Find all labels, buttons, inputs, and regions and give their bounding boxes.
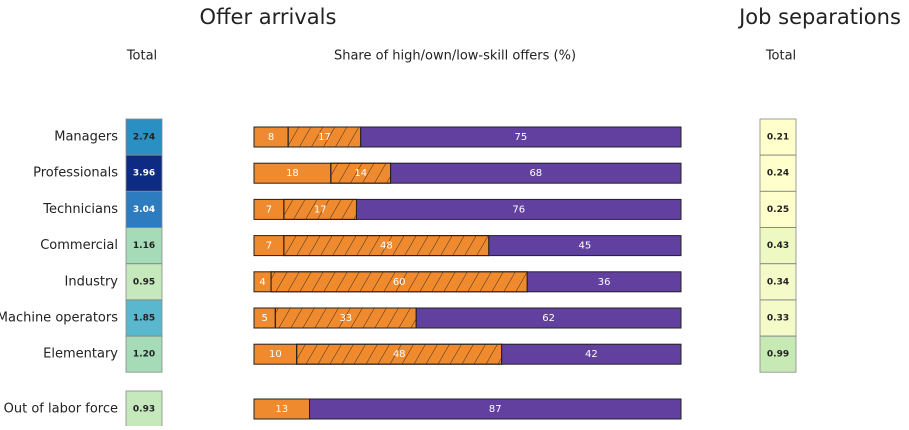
category-label: Elementary (43, 347, 118, 362)
bar-label: 87 (489, 404, 502, 415)
bar-label: 14 (354, 168, 367, 179)
cell-label: 0.25 (767, 205, 789, 215)
bar-label: 4 (259, 277, 265, 288)
bar-label: 17 (318, 132, 331, 143)
bar-label: 7 (266, 241, 272, 252)
heat-cell (125, 118, 163, 156)
heat-cell (125, 335, 163, 373)
cell-label: 0.99 (767, 350, 789, 360)
cell-label: 0.93 (133, 405, 155, 415)
bar-segment (309, 398, 682, 420)
bar-label: 45 (579, 241, 592, 252)
bar-segment (390, 162, 682, 184)
category-label: Commercial (40, 238, 118, 253)
bar-segment (360, 126, 682, 148)
bar-label: 36 (598, 277, 611, 288)
bar-label: 13 (275, 404, 288, 415)
bar-label: 10 (269, 349, 282, 360)
cell-label: 3.04 (133, 205, 155, 215)
heat-cell (759, 154, 797, 192)
heat-cell (125, 390, 163, 428)
bar-label: 5 (261, 313, 267, 324)
bar-segment (501, 343, 682, 365)
section-title: Offer arrivals (200, 5, 337, 29)
heat-cell (759, 299, 797, 337)
category-label: Professionals (33, 166, 118, 181)
bar-label: 17 (314, 204, 327, 215)
heat-cell (125, 299, 163, 337)
bar-label: 60 (393, 277, 406, 288)
bar-segment (526, 271, 682, 293)
heat-cell (125, 154, 163, 192)
category-label: Technicians (42, 202, 118, 217)
cell-label: 1.20 (133, 350, 155, 360)
bar-segment (415, 307, 682, 329)
bar-label: 33 (339, 313, 352, 324)
bar-label: 7 (266, 204, 272, 215)
category-label: Machine operators (0, 311, 118, 326)
bar-label: 42 (585, 349, 598, 360)
category-label: Out of labor force (4, 402, 118, 417)
category-label: Managers (54, 130, 118, 145)
heat-cell (125, 227, 163, 265)
bar-label: 18 (286, 168, 299, 179)
bar-segment (355, 198, 682, 220)
panel-title: Total (765, 49, 796, 64)
cell-label: 0.95 (133, 277, 155, 287)
heat-cell (759, 335, 797, 373)
cell-label: 0.43 (767, 241, 789, 251)
cell-label: 2.74 (133, 133, 155, 143)
cell-label: 3.96 (133, 169, 155, 179)
cell-label: 1.16 (133, 241, 155, 251)
bar-segment (488, 235, 682, 257)
bar-label: 75 (515, 132, 528, 143)
cell-label: 0.33 (767, 314, 789, 324)
cell-label: 1.85 (133, 314, 155, 324)
cell-label: 0.34 (767, 277, 789, 287)
category-label: Industry (65, 274, 119, 289)
bar-label: 62 (542, 313, 555, 324)
section-title: Job separations (737, 5, 901, 29)
bar-label: 48 (380, 241, 393, 252)
cell-label: 0.24 (767, 169, 789, 179)
panel-title: Total (126, 49, 157, 64)
panel-title: Share of high/own/low-skill offers (%) (334, 49, 576, 64)
bar-label: 48 (393, 349, 406, 360)
bar-label: 8 (268, 132, 274, 143)
cell-label: 0.21 (767, 133, 789, 143)
bar-label: 76 (512, 204, 525, 215)
bar-label: 68 (529, 168, 542, 179)
heat-cell (759, 118, 797, 156)
